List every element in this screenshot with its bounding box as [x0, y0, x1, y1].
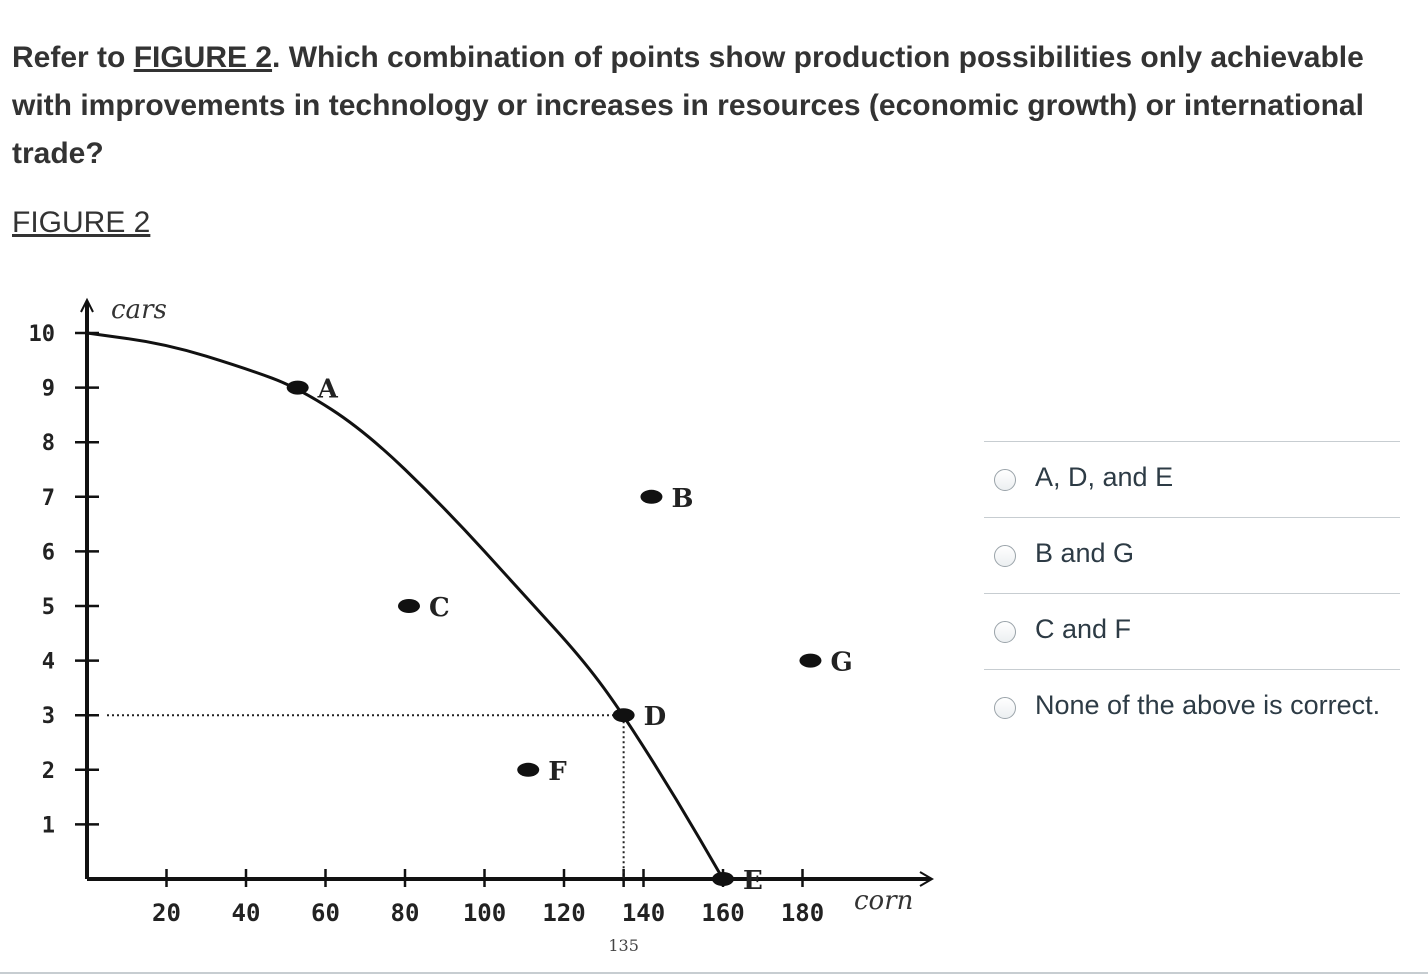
answer-label: A, D, and E: [1035, 462, 1174, 492]
data-point-label-g: G: [830, 648, 852, 678]
x-tick-label-extra: 135: [608, 936, 639, 955]
x-axis-arrow: [919, 871, 934, 887]
y-axis-arrow: [80, 297, 94, 313]
answer-option[interactable]: None of the above is correct.: [984, 669, 1400, 745]
radio-button[interactable]: [994, 545, 1016, 567]
question-suffix: . Which combination of points show produ…: [12, 41, 1364, 170]
y-tick-label: 3: [42, 704, 55, 729]
y-tick-label: 6: [42, 540, 55, 565]
data-point-label-b: B: [671, 484, 693, 514]
y-axis-title: cars: [111, 295, 167, 325]
data-point-label-e: E: [743, 866, 763, 896]
data-point-g: [799, 653, 822, 668]
data-point-label-a: A: [317, 375, 339, 405]
data-point-label-f: F: [548, 757, 567, 787]
answer-label: B and G: [1035, 538, 1135, 568]
y-tick-label: 4: [42, 650, 55, 675]
y-tick-label: 9: [42, 377, 55, 402]
data-point-a: [286, 380, 309, 395]
answer-label: C and F: [1035, 614, 1132, 644]
x-tick-label: 80: [391, 899, 420, 927]
answer-option[interactable]: B and G: [984, 517, 1400, 593]
y-tick-label: 7: [42, 486, 55, 511]
x-tick-label: 100: [463, 899, 506, 927]
y-tick-label: 10: [29, 322, 56, 347]
data-point-f: [517, 762, 540, 777]
x-axis-title: corn: [854, 886, 913, 916]
data-point-d: [612, 708, 635, 723]
answer-option[interactable]: C and F: [984, 593, 1400, 669]
question-prefix: Refer to: [12, 41, 134, 74]
x-tick-label: 160: [701, 899, 744, 927]
y-tick-label: 5: [42, 595, 55, 620]
x-tick-label: 180: [781, 899, 824, 927]
y-tick-label: 8: [42, 431, 55, 456]
question-text: Refer to FIGURE 2. Which combination of …: [12, 34, 1412, 178]
data-point-label-c: C: [429, 593, 450, 623]
production-possibilities-chart: 1 2 3 4 5 6 7 8 9 10 20 40 60 80 100 120 140 160 180 135 car…: [29, 295, 934, 955]
x-tick-label: 120: [542, 899, 585, 927]
radio-button[interactable]: [994, 621, 1016, 643]
x-tick-label: 20: [152, 899, 181, 927]
answer-label: None of the above is correct.: [1035, 690, 1381, 720]
figure-2-link[interactable]: FIGURE 2: [133, 41, 273, 74]
answer-option[interactable]: A, D, and E: [984, 441, 1400, 517]
y-tick-label: 2: [42, 759, 55, 784]
x-tick-label: 40: [232, 899, 261, 927]
data-point-b: [640, 489, 663, 504]
data-point-e: [712, 872, 734, 886]
radio-button[interactable]: [994, 469, 1016, 491]
figure-2-heading-link[interactable]: FIGURE 2: [12, 206, 151, 239]
answer-list: A, D, and E B and G C and F None of the …: [984, 441, 1400, 745]
data-point-label-d: D: [644, 702, 667, 732]
x-tick-label: 140: [622, 899, 665, 927]
bottom-divider: [0, 972, 1428, 974]
y-tick-label: 1: [42, 813, 55, 838]
radio-button[interactable]: [994, 697, 1016, 719]
x-tick-label: 60: [311, 899, 340, 927]
data-point-c: [397, 599, 420, 613]
